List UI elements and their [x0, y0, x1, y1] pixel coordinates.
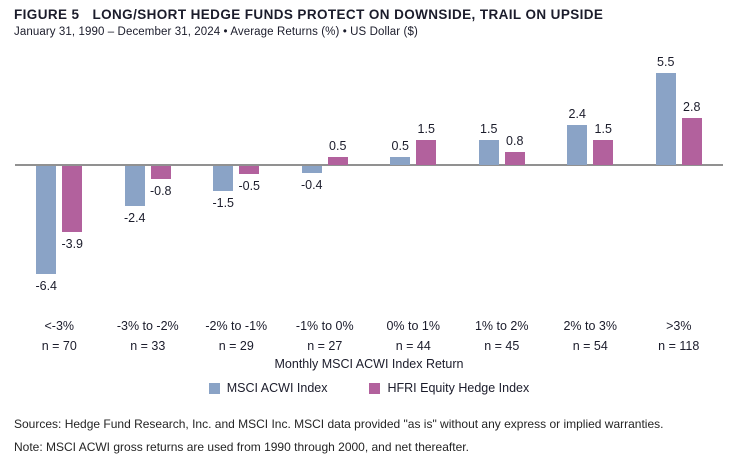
category-range-label: 1% to 2% [474, 319, 529, 333]
bar-value-label: 5.5 [657, 54, 675, 69]
x-category-0: <-3% n = 70 [15, 316, 104, 356]
category-count-label: n = 33 [130, 339, 166, 353]
category-range-label: >3% [666, 319, 692, 333]
bar-value-label: 1.5 [594, 121, 612, 136]
bar-value-label: 0.5 [391, 138, 409, 153]
legend-label-hfri: HFRI Equity Hedge Index [387, 381, 530, 395]
category-range-label: -1% to 0% [295, 319, 354, 333]
bar-value-label: 0.5 [329, 138, 347, 153]
footnotes: Sources: Hedge Fund Research, Inc. and M… [14, 413, 726, 459]
category-count-label: n = 44 [395, 339, 431, 353]
category-count-label: n = 70 [41, 339, 77, 353]
legend-item-hfri: HFRI Equity Hedge Index [369, 381, 529, 395]
bar-msci-0 [36, 166, 57, 274]
x-category-3: -1% to 0% n = 27 [281, 316, 370, 356]
category-count-label: n = 27 [307, 339, 343, 353]
bar-hfri-6 [593, 139, 614, 165]
legend-label-msci: MSCI ACWI Index [226, 381, 328, 395]
plot-area: -6.4 -2.4 -1.5 -0.4 0.5 1.5 2.4 5.5 -3.9 -0.8 -0.5… [15, 55, 723, 310]
x-category-7: >3% n = 118 [635, 316, 724, 356]
zero-axis-line [15, 164, 723, 166]
x-category-4: 0% to 1% n = 44 [369, 316, 458, 356]
bar-value-label: 0.8 [506, 133, 524, 148]
msci-legend-swatch-icon [208, 382, 220, 394]
x-category-5: 1% to 2% n = 45 [458, 316, 547, 356]
bar-value-label: 1.5 [417, 121, 435, 136]
bar-msci-2 [213, 166, 234, 192]
bar-msci-7 [655, 72, 676, 165]
bar-value-label: -0.5 [238, 179, 261, 194]
bar-msci-1 [124, 166, 145, 207]
bar-hfri-7 [681, 117, 702, 165]
category-range-label: <-3% [44, 319, 75, 333]
bar-value-label: -0.8 [149, 184, 172, 199]
bar-value-label: -0.4 [300, 177, 323, 192]
title-row: FIGURE 5 LONG/SHORT HEDGE FUNDS PROTECT … [14, 7, 719, 22]
note-line: Note: MSCI ACWI gross returns are used f… [14, 440, 469, 454]
chart-subtitle: January 31, 1990 – December 31, 2024 • A… [14, 26, 418, 38]
bar-value-label: 1.5 [480, 121, 498, 136]
hfri-legend-swatch-icon [369, 382, 381, 394]
bar-value-label: -6.4 [35, 278, 58, 293]
x-axis: <-3% n = 70 -3% to -2% n = 33 -2% to -1% n = … [15, 316, 723, 356]
category-count-label: n = 29 [218, 339, 254, 353]
category-range-label: -3% to -2% [116, 319, 179, 333]
category-range-label: -2% to -1% [205, 319, 268, 333]
category-range-label: 0% to 1% [386, 319, 440, 333]
x-axis-title: Monthly MSCI ACWI Index Return [274, 357, 464, 371]
figure-label: FIGURE 5 [14, 7, 80, 22]
sources-line: Sources: Hedge Fund Research, Inc. and M… [14, 417, 664, 431]
category-count-label: n = 45 [484, 339, 520, 353]
bar-hfri-3 [327, 156, 348, 165]
bar-value-label: -2.4 [123, 211, 146, 226]
legend: MSCI ACWI Index HFRI Equity Hedge Index [15, 381, 723, 395]
chart-header: FIGURE 5 LONG/SHORT HEDGE FUNDS PROTECT … [14, 7, 719, 38]
bar-hfri-5 [504, 151, 525, 165]
x-category-1: -3% to -2% n = 33 [104, 316, 193, 356]
bar-msci-4 [390, 156, 411, 165]
bar-value-label: 2.8 [683, 99, 701, 114]
bar-hfri-1 [150, 166, 171, 180]
category-range-label: 2% to 3% [563, 319, 617, 333]
bar-msci-3 [301, 166, 322, 173]
category-count-label: n = 118 [658, 339, 700, 353]
page-title: LONG/SHORT HEDGE FUNDS PROTECT ON DOWNSI… [92, 7, 604, 22]
bar-hfri-2 [239, 166, 260, 175]
bar-hfri-4 [416, 139, 437, 165]
bar-hfri-0 [62, 166, 83, 232]
bar-value-label: -1.5 [212, 196, 235, 211]
bar-value-label: 2.4 [568, 106, 586, 121]
x-category-6: 2% to 3% n = 54 [546, 316, 635, 356]
bar-msci-6 [567, 124, 588, 165]
legend-item-msci: MSCI ACWI Index [208, 381, 328, 395]
category-count-label: n = 54 [572, 339, 608, 353]
bar-value-label: -3.9 [61, 236, 84, 251]
x-category-2: -2% to -1% n = 29 [192, 316, 281, 356]
bar-msci-5 [478, 139, 499, 165]
